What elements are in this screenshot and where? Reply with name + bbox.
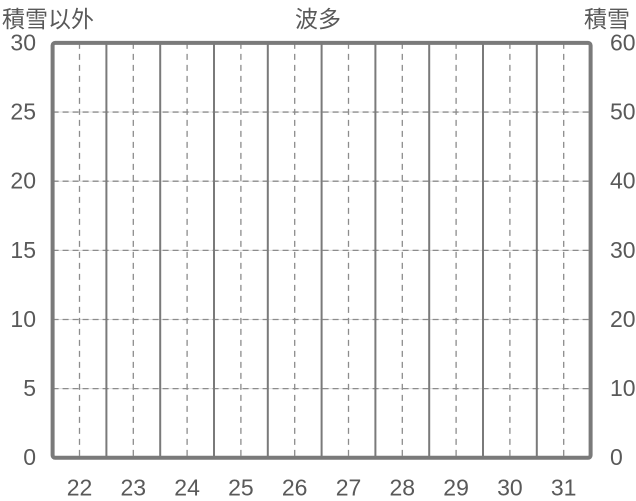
svg-text:40: 40	[610, 168, 636, 194]
svg-text:積雪: 積雪	[584, 6, 630, 32]
svg-text:10: 10	[610, 375, 636, 401]
svg-text:30: 30	[610, 237, 636, 263]
svg-text:0: 0	[23, 444, 36, 470]
svg-text:25: 25	[10, 98, 36, 124]
svg-text:5: 5	[23, 375, 36, 401]
svg-text:20: 20	[10, 168, 36, 194]
svg-text:30: 30	[497, 474, 523, 500]
svg-text:27: 27	[336, 474, 362, 500]
svg-text:0: 0	[610, 444, 623, 470]
svg-text:10: 10	[10, 306, 36, 332]
svg-text:29: 29	[443, 474, 469, 500]
svg-text:積雪以外: 積雪以外	[2, 6, 94, 32]
svg-text:60: 60	[610, 29, 636, 55]
svg-text:22: 22	[67, 474, 93, 500]
svg-text:50: 50	[610, 98, 636, 124]
svg-text:31: 31	[551, 474, 577, 500]
svg-text:波多: 波多	[295, 6, 341, 32]
svg-text:24: 24	[174, 474, 200, 500]
svg-text:26: 26	[282, 474, 308, 500]
svg-text:23: 23	[121, 474, 147, 500]
svg-text:20: 20	[610, 306, 636, 332]
svg-text:15: 15	[10, 237, 36, 263]
svg-text:25: 25	[228, 474, 254, 500]
svg-text:30: 30	[10, 29, 36, 55]
svg-text:28: 28	[390, 474, 416, 500]
